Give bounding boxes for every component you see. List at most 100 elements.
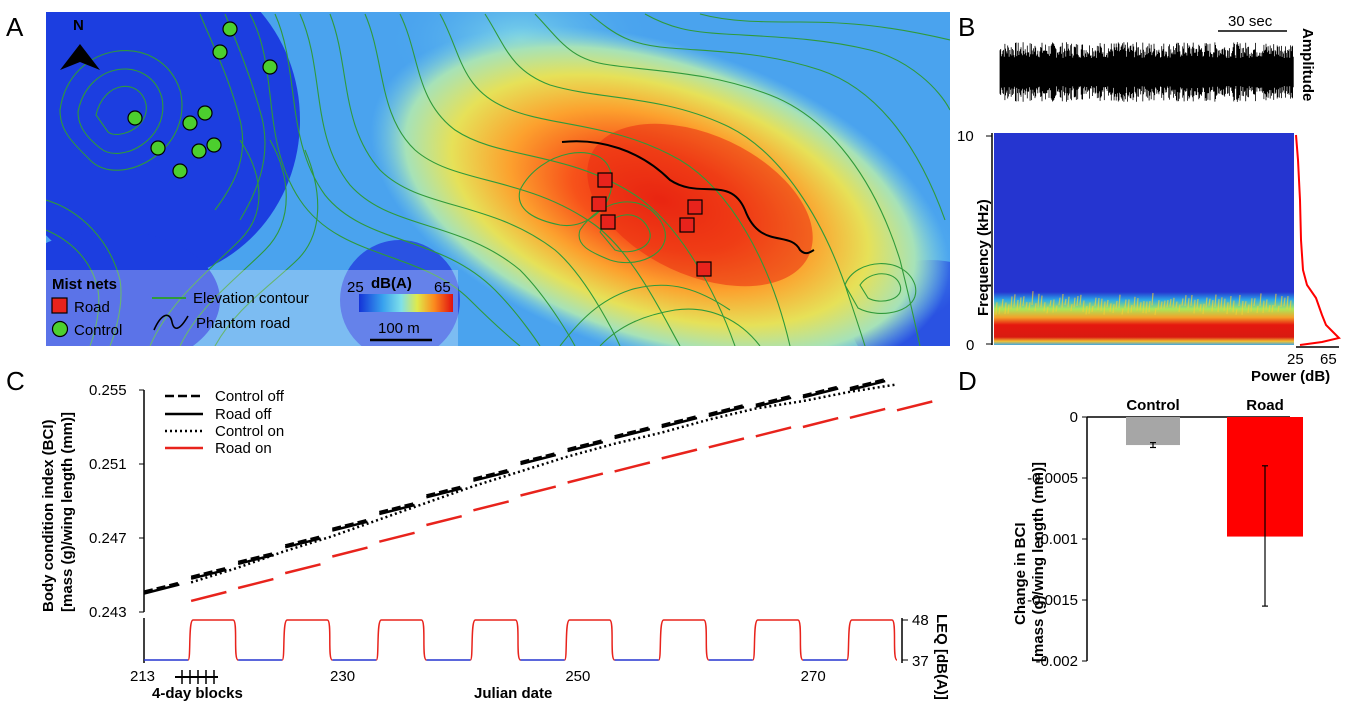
series-road-on-segment	[426, 514, 463, 527]
legend-control-on: Control on	[215, 423, 284, 440]
control-mist-nets	[127, 21, 278, 179]
series-control-off-segment	[849, 378, 886, 390]
control-net-marker	[262, 59, 278, 75]
c-x-tick-label: 270	[801, 668, 826, 685]
legend-phantom-swatch	[153, 314, 189, 331]
series-road-off-segment	[143, 583, 180, 595]
series-control-off-segment	[614, 426, 651, 438]
c-y-tick-label: 0.251	[89, 456, 127, 473]
series-road-on-segment	[378, 531, 415, 543]
series-road-on-segment	[755, 426, 792, 438]
power-tick-min: 25	[1287, 351, 1304, 368]
time-scale-label: 30 sec	[1228, 13, 1273, 30]
series-control-off-segment	[237, 551, 274, 564]
series-road-on-segment	[567, 472, 604, 484]
series-road-off-segment	[284, 537, 321, 549]
bci-change-bar-chart: 0 -0.0005 -0.001 -0.0015 -0.002 Control Road	[1027, 397, 1303, 670]
c-xlabel: Julian date	[474, 685, 552, 702]
series-control-off-segment	[426, 485, 463, 497]
scalebar-label: 100 m	[378, 320, 420, 337]
series-road-off-segment	[378, 503, 415, 516]
road-net-marker	[597, 172, 613, 188]
panel-label-b: B	[958, 12, 975, 42]
elevation-contours	[46, 13, 950, 346]
series-road-on-segment	[190, 590, 227, 603]
series-control-off-segment	[755, 394, 792, 407]
panel-label-a: A	[6, 12, 24, 42]
series-control-off-segment	[473, 468, 510, 481]
series-road-on-segment	[473, 500, 510, 512]
d-y-tick-label: -0.0015	[1027, 592, 1078, 609]
series-road-on-segment	[284, 563, 321, 575]
spectrogram-texture	[995, 291, 1292, 315]
series-road-off-segment	[426, 487, 463, 499]
series-control-on	[190, 383, 898, 584]
road-net-marker	[591, 196, 607, 212]
category-label-road: Road	[1246, 397, 1284, 414]
series-road-on-segment	[708, 437, 745, 449]
d-y-tick-label: -0.002	[1035, 653, 1078, 670]
colorbar-max: 65	[434, 279, 451, 296]
series-control-off-segment	[567, 439, 604, 451]
legend-phantom-label: Phantom road	[196, 315, 290, 332]
c-legend: Control off Road off Control on Road on	[165, 388, 285, 457]
control-net-marker	[197, 105, 213, 121]
freq-tick-label-top: 10	[957, 128, 974, 145]
amplitude-label: Amplitude	[1299, 28, 1316, 101]
control-net-marker	[206, 137, 222, 153]
series-road-on-segment	[614, 461, 651, 473]
bar-control	[1126, 417, 1180, 446]
leq-on-trace	[187, 619, 898, 661]
control-net-marker	[212, 44, 228, 60]
series-road-off-segment	[520, 453, 557, 466]
c-x-tick-label: 213	[130, 668, 155, 685]
c-right-label: LEQ [dB(A)]	[933, 614, 950, 700]
c-x-tick-label: 250	[565, 668, 590, 685]
series-road-off-segment	[849, 379, 886, 392]
series-road-on-segment	[237, 577, 274, 590]
legend-road-on: Road on	[215, 440, 272, 457]
series-control-off-segment	[284, 535, 321, 547]
control-net-marker	[191, 143, 207, 159]
control-net-marker	[222, 21, 238, 37]
series-road-off-segment	[473, 470, 510, 482]
series-road-off-segment	[614, 427, 651, 440]
c-leq-tick-label: 48	[912, 612, 929, 629]
road-net-marker	[600, 214, 616, 230]
d-ylabel-2: [mass (g)/wing length (mm)]	[1030, 462, 1047, 662]
c-ylabel-1: Body condition index (BCI)	[40, 420, 57, 613]
north-label: N	[73, 17, 84, 34]
c-y-tick-label: 0.247	[89, 530, 127, 547]
control-net-marker	[127, 110, 143, 126]
series-road-off-segment	[755, 396, 792, 408]
legend-road-off: Road off	[215, 406, 272, 423]
road-mist-nets	[591, 172, 712, 277]
frequency-axis-label: Frequency (kHz)	[975, 199, 992, 316]
series-road-on-segment	[896, 400, 933, 412]
control-net-marker	[150, 140, 166, 156]
bci-line-chart: 0.255 0.251 0.247 0.243 48 37 213 230 250 270	[89, 378, 933, 685]
c-leq-tick-label: 37	[912, 653, 929, 670]
control-net-marker	[182, 115, 198, 131]
legend-road-label: Road	[74, 299, 110, 316]
c-x-tick-label: 230	[330, 668, 355, 685]
legend-control-swatch	[51, 320, 69, 338]
colorbar-min: 25	[347, 279, 364, 296]
freq-tick-label-bottom: 0	[966, 337, 974, 354]
series-control-off-segment	[190, 566, 227, 579]
c-ylabel-2: [mass (g)/wing length (mm)]	[59, 412, 76, 612]
series-control-off-segment	[143, 581, 180, 593]
control-net-marker	[172, 163, 188, 179]
d-y-tick-label: -0.0005	[1027, 470, 1078, 487]
north-arrow-icon	[60, 44, 100, 70]
road-net-marker	[679, 217, 695, 233]
d-y-tick-label: 0	[1070, 409, 1078, 426]
spectrogram-noise-band	[994, 292, 1294, 345]
legend-contour-label: Elevation contour	[193, 290, 309, 307]
legend-control-off: Control off	[215, 388, 285, 405]
series-road-on-segment	[802, 416, 839, 429]
blocks-label: 4-day blocks	[152, 685, 243, 702]
series-road-off-segment	[190, 568, 227, 580]
road-net-marker	[696, 261, 712, 277]
